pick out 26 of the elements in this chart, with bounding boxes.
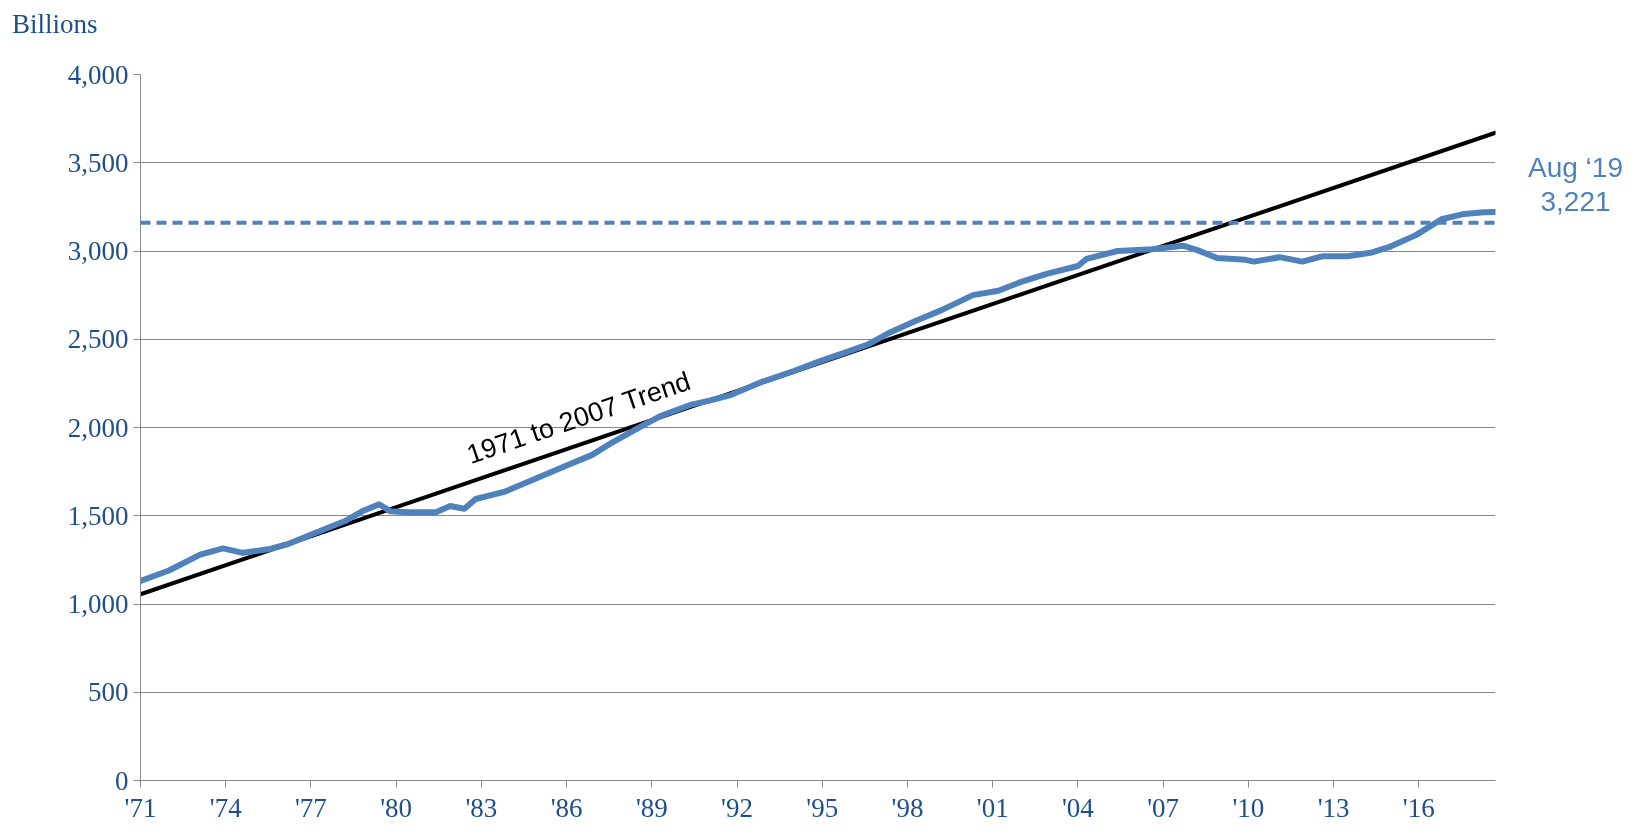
x-tick-label: '74 [209, 792, 243, 823]
x-tick-label: '98 [891, 792, 924, 823]
x-tick-label: '04 [1061, 792, 1095, 823]
x-tick-label: '83 [465, 792, 498, 823]
x-tick-label: '01 [976, 792, 1009, 823]
x-tick-label: '10 [1232, 792, 1265, 823]
y-tick-label: 2,500 [67, 324, 129, 355]
x-tick-label: '16 [1402, 792, 1435, 823]
x-tick-label: '77 [295, 792, 327, 823]
x-tick-label: '80 [380, 792, 413, 823]
y-tick-label: 500 [88, 677, 129, 708]
y-axis-title: Billions [12, 8, 98, 41]
text: 1971 to 2007 Trend [462, 365, 695, 470]
x-tick-label: '95 [806, 792, 839, 823]
x-tick-label: '92 [721, 792, 753, 823]
y-tick-label: 4,000 [67, 59, 129, 90]
annotation: Aug ‘19 3,221 [1528, 151, 1623, 219]
x-tick-label: '89 [635, 792, 668, 823]
y-tick-label: 2,000 [67, 412, 129, 443]
y-tick-label: 3,500 [67, 147, 129, 178]
y-tick-label: 3,000 [67, 236, 129, 266]
y-tick-label: 1,500 [67, 500, 129, 531]
x-tick-label: '86 [550, 792, 583, 823]
x-tick-label: '07 [1147, 792, 1180, 823]
x-tick-label: '13 [1317, 792, 1350, 823]
y-tick-label: 1,000 [67, 589, 129, 619]
